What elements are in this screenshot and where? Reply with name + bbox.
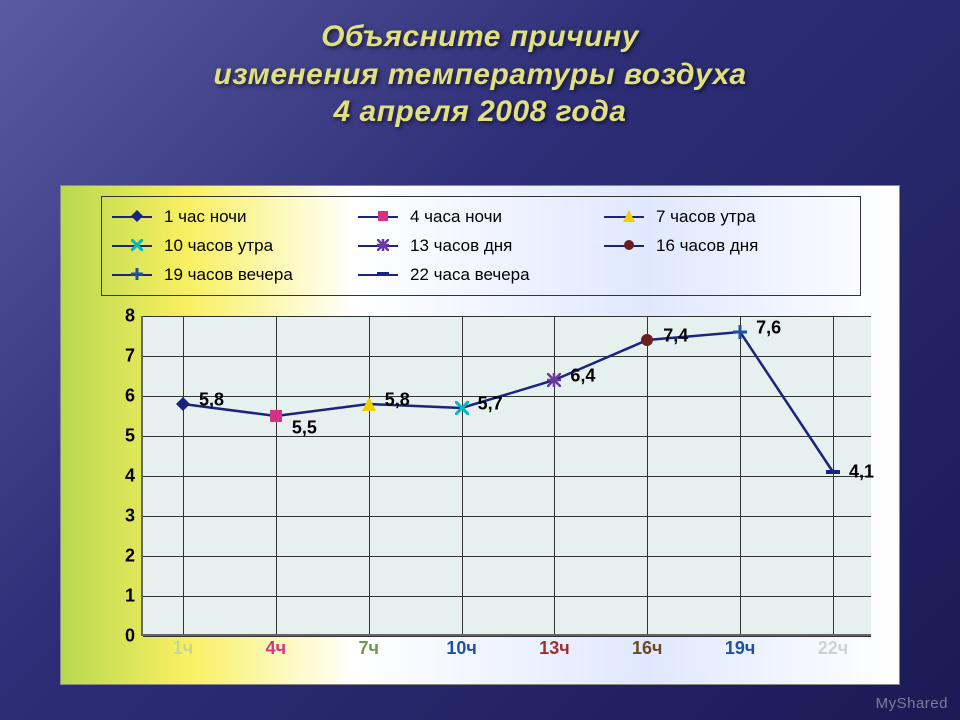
legend-item-label: 1 час ночи bbox=[164, 207, 247, 227]
y-axis-tick-label: 4 bbox=[125, 466, 135, 487]
legend-item-label: 4 часа ночи bbox=[410, 207, 502, 227]
legend-item-label: 10 часов утра bbox=[164, 236, 273, 256]
x-axis-category-label: 13ч bbox=[539, 638, 569, 659]
y-axis-tick-label: 8 bbox=[125, 306, 135, 327]
legend-item: 19 часов вечера bbox=[112, 260, 358, 289]
y-axis-tick-label: 6 bbox=[125, 386, 135, 407]
x-axis-category-label: 1ч bbox=[173, 638, 193, 659]
x-axis-category-label: 19ч bbox=[725, 638, 755, 659]
title-line1: Объясните причину bbox=[0, 18, 960, 56]
chart-title: Объясните причину изменения температуры … bbox=[0, 0, 960, 131]
legend-item-label: 16 часов дня bbox=[656, 236, 758, 256]
legend-item-label: 13 часов дня bbox=[410, 236, 512, 256]
data-point-marker bbox=[176, 397, 190, 416]
grid-line bbox=[143, 636, 871, 637]
x-axis-category-label: 16ч bbox=[632, 638, 662, 659]
x-axis-category-label: 10ч bbox=[446, 638, 476, 659]
x-axis-category-label: 4ч bbox=[266, 638, 286, 659]
chart-container: 1 час ночи 4 часа ночи 7 часов утра 10 часо… bbox=[60, 185, 900, 685]
legend-item: 13 часов дня bbox=[358, 232, 604, 261]
data-point-marker bbox=[362, 397, 376, 416]
data-point-label: 5,7 bbox=[478, 394, 503, 415]
data-point-marker bbox=[826, 465, 840, 484]
data-point-marker bbox=[269, 409, 283, 428]
y-axis-tick-label: 0 bbox=[125, 626, 135, 647]
legend-item: 16 часов дня bbox=[604, 232, 850, 261]
y-axis-tick-label: 1 bbox=[125, 586, 135, 607]
legend-item: 22 часа вечера bbox=[358, 260, 604, 289]
data-point-label: 5,5 bbox=[292, 418, 317, 439]
legend-item-label: 22 часа вечера bbox=[410, 265, 530, 285]
chart-legend: 1 час ночи 4 часа ночи 7 часов утра 10 часо… bbox=[101, 196, 861, 296]
plot-area: 0123456781ч4ч7ч10ч13ч16ч19ч22ч5,85,55,85… bbox=[141, 316, 871, 636]
x-axis-category-label: 22ч bbox=[818, 638, 848, 659]
y-axis-tick-label: 5 bbox=[125, 426, 135, 447]
legend-item-label: 7 часов утра bbox=[656, 207, 756, 227]
x-axis-category-label: 7ч bbox=[358, 638, 378, 659]
data-point-label: 5,8 bbox=[385, 390, 410, 411]
legend-item: 1 час ночи bbox=[112, 203, 358, 232]
chart-line bbox=[143, 316, 873, 636]
data-point-label: 7,6 bbox=[756, 318, 781, 339]
data-point-marker bbox=[733, 325, 747, 344]
title-line3: 4 апреля 2008 года bbox=[0, 93, 960, 131]
legend-item: 4 часа ночи bbox=[358, 203, 604, 232]
watermark: MyShared bbox=[876, 695, 948, 712]
data-point-label: 4,1 bbox=[849, 462, 874, 483]
data-point-label: 5,8 bbox=[199, 390, 224, 411]
data-point-marker bbox=[455, 401, 469, 420]
title-line2: изменения температуры воздуха bbox=[0, 56, 960, 94]
y-axis-tick-label: 3 bbox=[125, 506, 135, 527]
data-point-label: 7,4 bbox=[663, 326, 688, 347]
legend-item: 7 часов утра bbox=[604, 203, 850, 232]
legend-item: 10 часов утра bbox=[112, 232, 358, 261]
data-point-marker bbox=[640, 333, 654, 352]
data-point-label: 6,4 bbox=[570, 366, 595, 387]
y-axis-tick-label: 7 bbox=[125, 346, 135, 367]
legend-item-label: 19 часов вечера bbox=[164, 265, 293, 285]
data-point-marker bbox=[547, 373, 561, 392]
y-axis-tick-label: 2 bbox=[125, 546, 135, 567]
